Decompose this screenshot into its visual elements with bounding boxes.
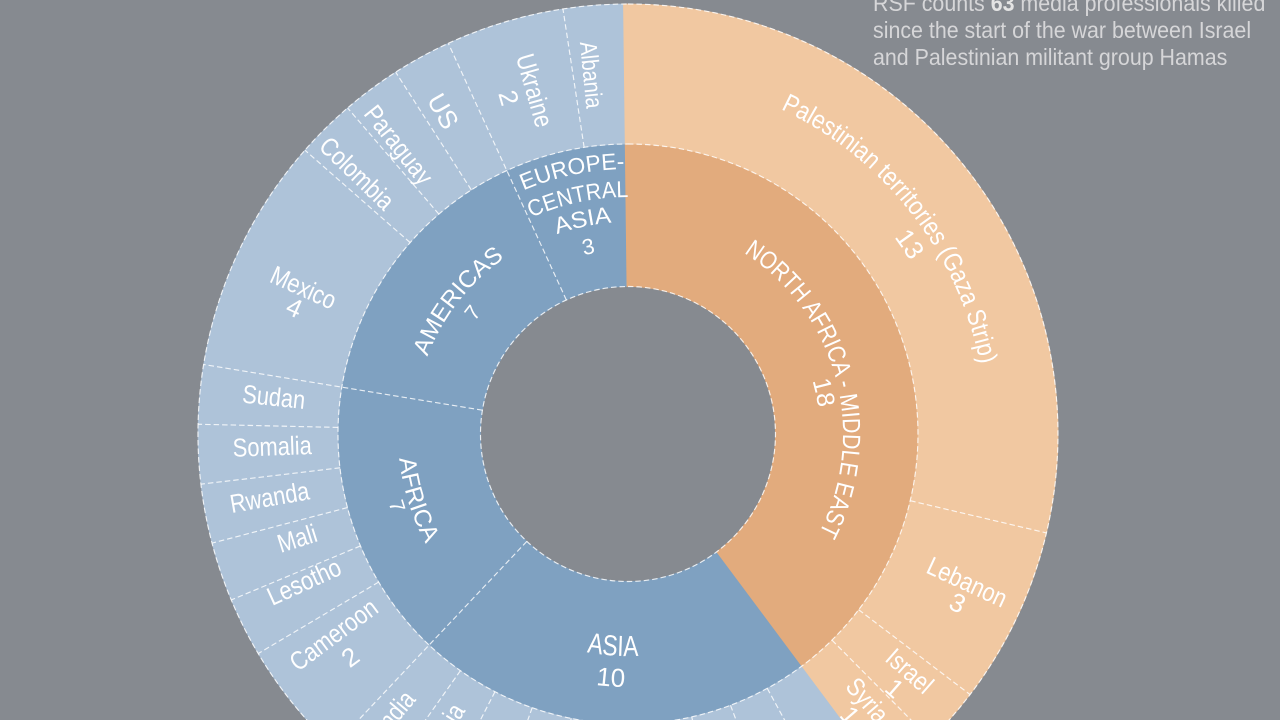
- svg-text:ASIA: ASIA: [586, 628, 639, 664]
- svg-text:18: 18: [807, 375, 840, 409]
- svg-text:Somalia: Somalia: [232, 430, 312, 463]
- svg-text:Sudan: Sudan: [241, 379, 307, 415]
- svg-text:Albania: Albania: [574, 40, 608, 110]
- svg-text:3: 3: [580, 233, 597, 260]
- svg-text:10: 10: [595, 661, 625, 693]
